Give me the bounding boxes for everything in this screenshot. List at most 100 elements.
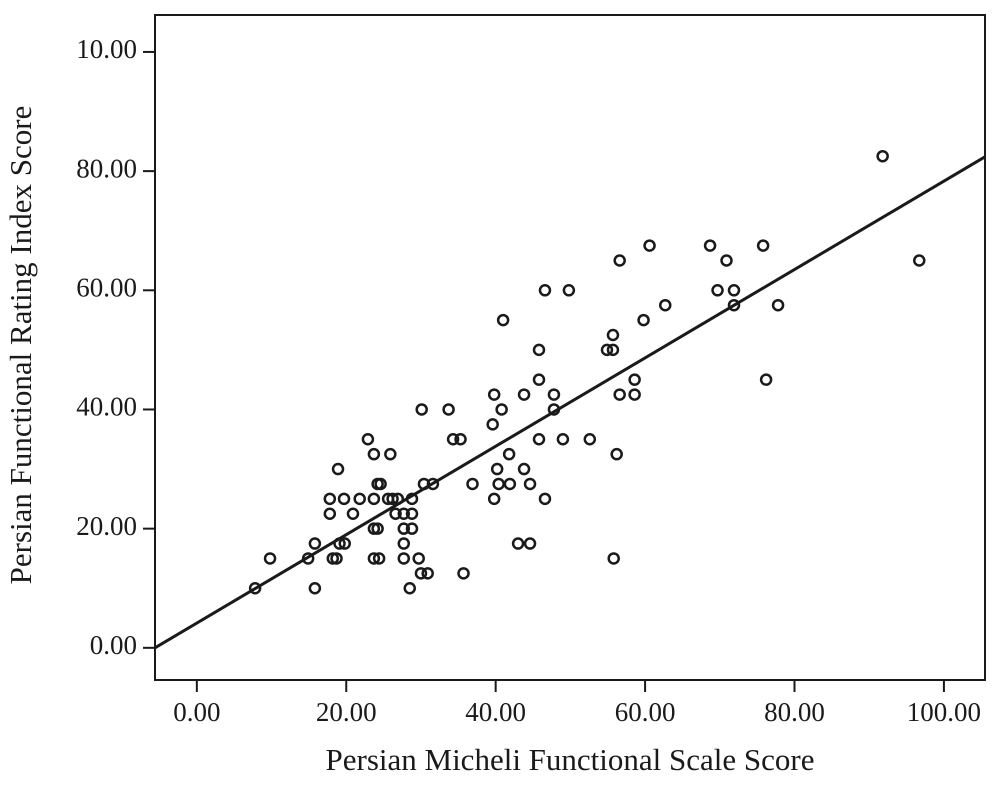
point bbox=[659, 298, 672, 312]
y-tick-label: 60.00 bbox=[76, 272, 137, 302]
point bbox=[511, 537, 525, 550]
y-tick-label: 40.00 bbox=[76, 392, 137, 422]
point bbox=[538, 284, 552, 297]
point bbox=[613, 388, 626, 401]
point bbox=[643, 239, 656, 252]
plot-area bbox=[154, 14, 986, 681]
point bbox=[397, 552, 411, 565]
point bbox=[391, 492, 405, 506]
x-tick-label: 20.00 bbox=[316, 697, 377, 727]
x-tick-label: 40.00 bbox=[465, 697, 526, 727]
point bbox=[426, 477, 440, 491]
point bbox=[771, 298, 785, 312]
point bbox=[703, 239, 717, 252]
x-tick-label: 60.00 bbox=[615, 697, 676, 727]
point bbox=[532, 373, 546, 386]
point bbox=[330, 552, 343, 565]
point bbox=[397, 537, 411, 550]
point bbox=[496, 313, 510, 327]
point bbox=[517, 462, 531, 476]
point bbox=[727, 284, 741, 297]
point bbox=[263, 552, 277, 565]
point bbox=[556, 433, 570, 446]
point bbox=[415, 403, 428, 416]
point bbox=[405, 507, 419, 520]
point bbox=[759, 373, 773, 386]
point bbox=[637, 313, 650, 327]
point bbox=[756, 239, 770, 252]
point bbox=[367, 447, 381, 461]
point bbox=[457, 567, 470, 580]
point bbox=[583, 433, 597, 446]
point bbox=[532, 433, 546, 446]
point bbox=[711, 284, 724, 297]
point bbox=[405, 492, 419, 506]
point bbox=[523, 537, 537, 550]
point bbox=[405, 522, 419, 535]
point bbox=[607, 552, 620, 565]
y-tick-label: 0.00 bbox=[90, 630, 137, 660]
point bbox=[397, 507, 411, 520]
y-tick-label: 80.00 bbox=[76, 153, 137, 183]
y-axis-title: Persian Functional Rating Index Score bbox=[3, 106, 38, 585]
point bbox=[386, 492, 399, 506]
point bbox=[562, 284, 576, 297]
point bbox=[610, 447, 623, 461]
point bbox=[606, 343, 620, 357]
point bbox=[628, 373, 641, 386]
point bbox=[502, 447, 516, 461]
point bbox=[323, 492, 337, 506]
point bbox=[248, 581, 262, 595]
point bbox=[487, 492, 501, 506]
point bbox=[727, 298, 741, 312]
point bbox=[613, 254, 626, 267]
point bbox=[487, 388, 501, 401]
y-tick-label: 20.00 bbox=[76, 511, 137, 541]
point bbox=[523, 477, 537, 491]
point bbox=[353, 492, 366, 506]
y-tick-label: 10.00 bbox=[76, 34, 137, 64]
point bbox=[421, 567, 434, 580]
x-axis-title: Persian Micheli Functional Scale Score bbox=[326, 742, 815, 777]
point bbox=[495, 403, 508, 416]
point bbox=[538, 492, 552, 506]
point bbox=[346, 507, 360, 520]
x-tick-label: 0.00 bbox=[173, 697, 220, 727]
point bbox=[490, 462, 504, 476]
point bbox=[374, 477, 387, 491]
point bbox=[397, 522, 411, 535]
point bbox=[384, 447, 397, 461]
point bbox=[600, 343, 614, 357]
point bbox=[331, 462, 345, 476]
point bbox=[606, 328, 620, 342]
point bbox=[454, 433, 467, 446]
point bbox=[414, 567, 428, 580]
point bbox=[503, 477, 517, 491]
point bbox=[367, 492, 381, 506]
x-tick-label: 100.00 bbox=[907, 697, 981, 727]
point bbox=[333, 537, 346, 550]
fit-line bbox=[154, 155, 986, 650]
point bbox=[337, 492, 351, 506]
point bbox=[323, 507, 337, 520]
point bbox=[301, 552, 315, 565]
point bbox=[308, 581, 322, 595]
point bbox=[628, 388, 641, 401]
point bbox=[876, 149, 889, 163]
point bbox=[361, 433, 375, 446]
point bbox=[412, 552, 425, 565]
point bbox=[389, 507, 402, 520]
point bbox=[547, 388, 561, 401]
point bbox=[547, 403, 561, 416]
point bbox=[446, 433, 460, 446]
point bbox=[466, 477, 479, 491]
point bbox=[720, 254, 733, 267]
x-tick-label: 80.00 bbox=[764, 697, 825, 727]
point bbox=[486, 418, 499, 431]
point bbox=[517, 388, 531, 401]
point bbox=[367, 552, 381, 565]
point bbox=[308, 537, 322, 550]
point bbox=[338, 537, 352, 550]
point bbox=[913, 254, 926, 267]
